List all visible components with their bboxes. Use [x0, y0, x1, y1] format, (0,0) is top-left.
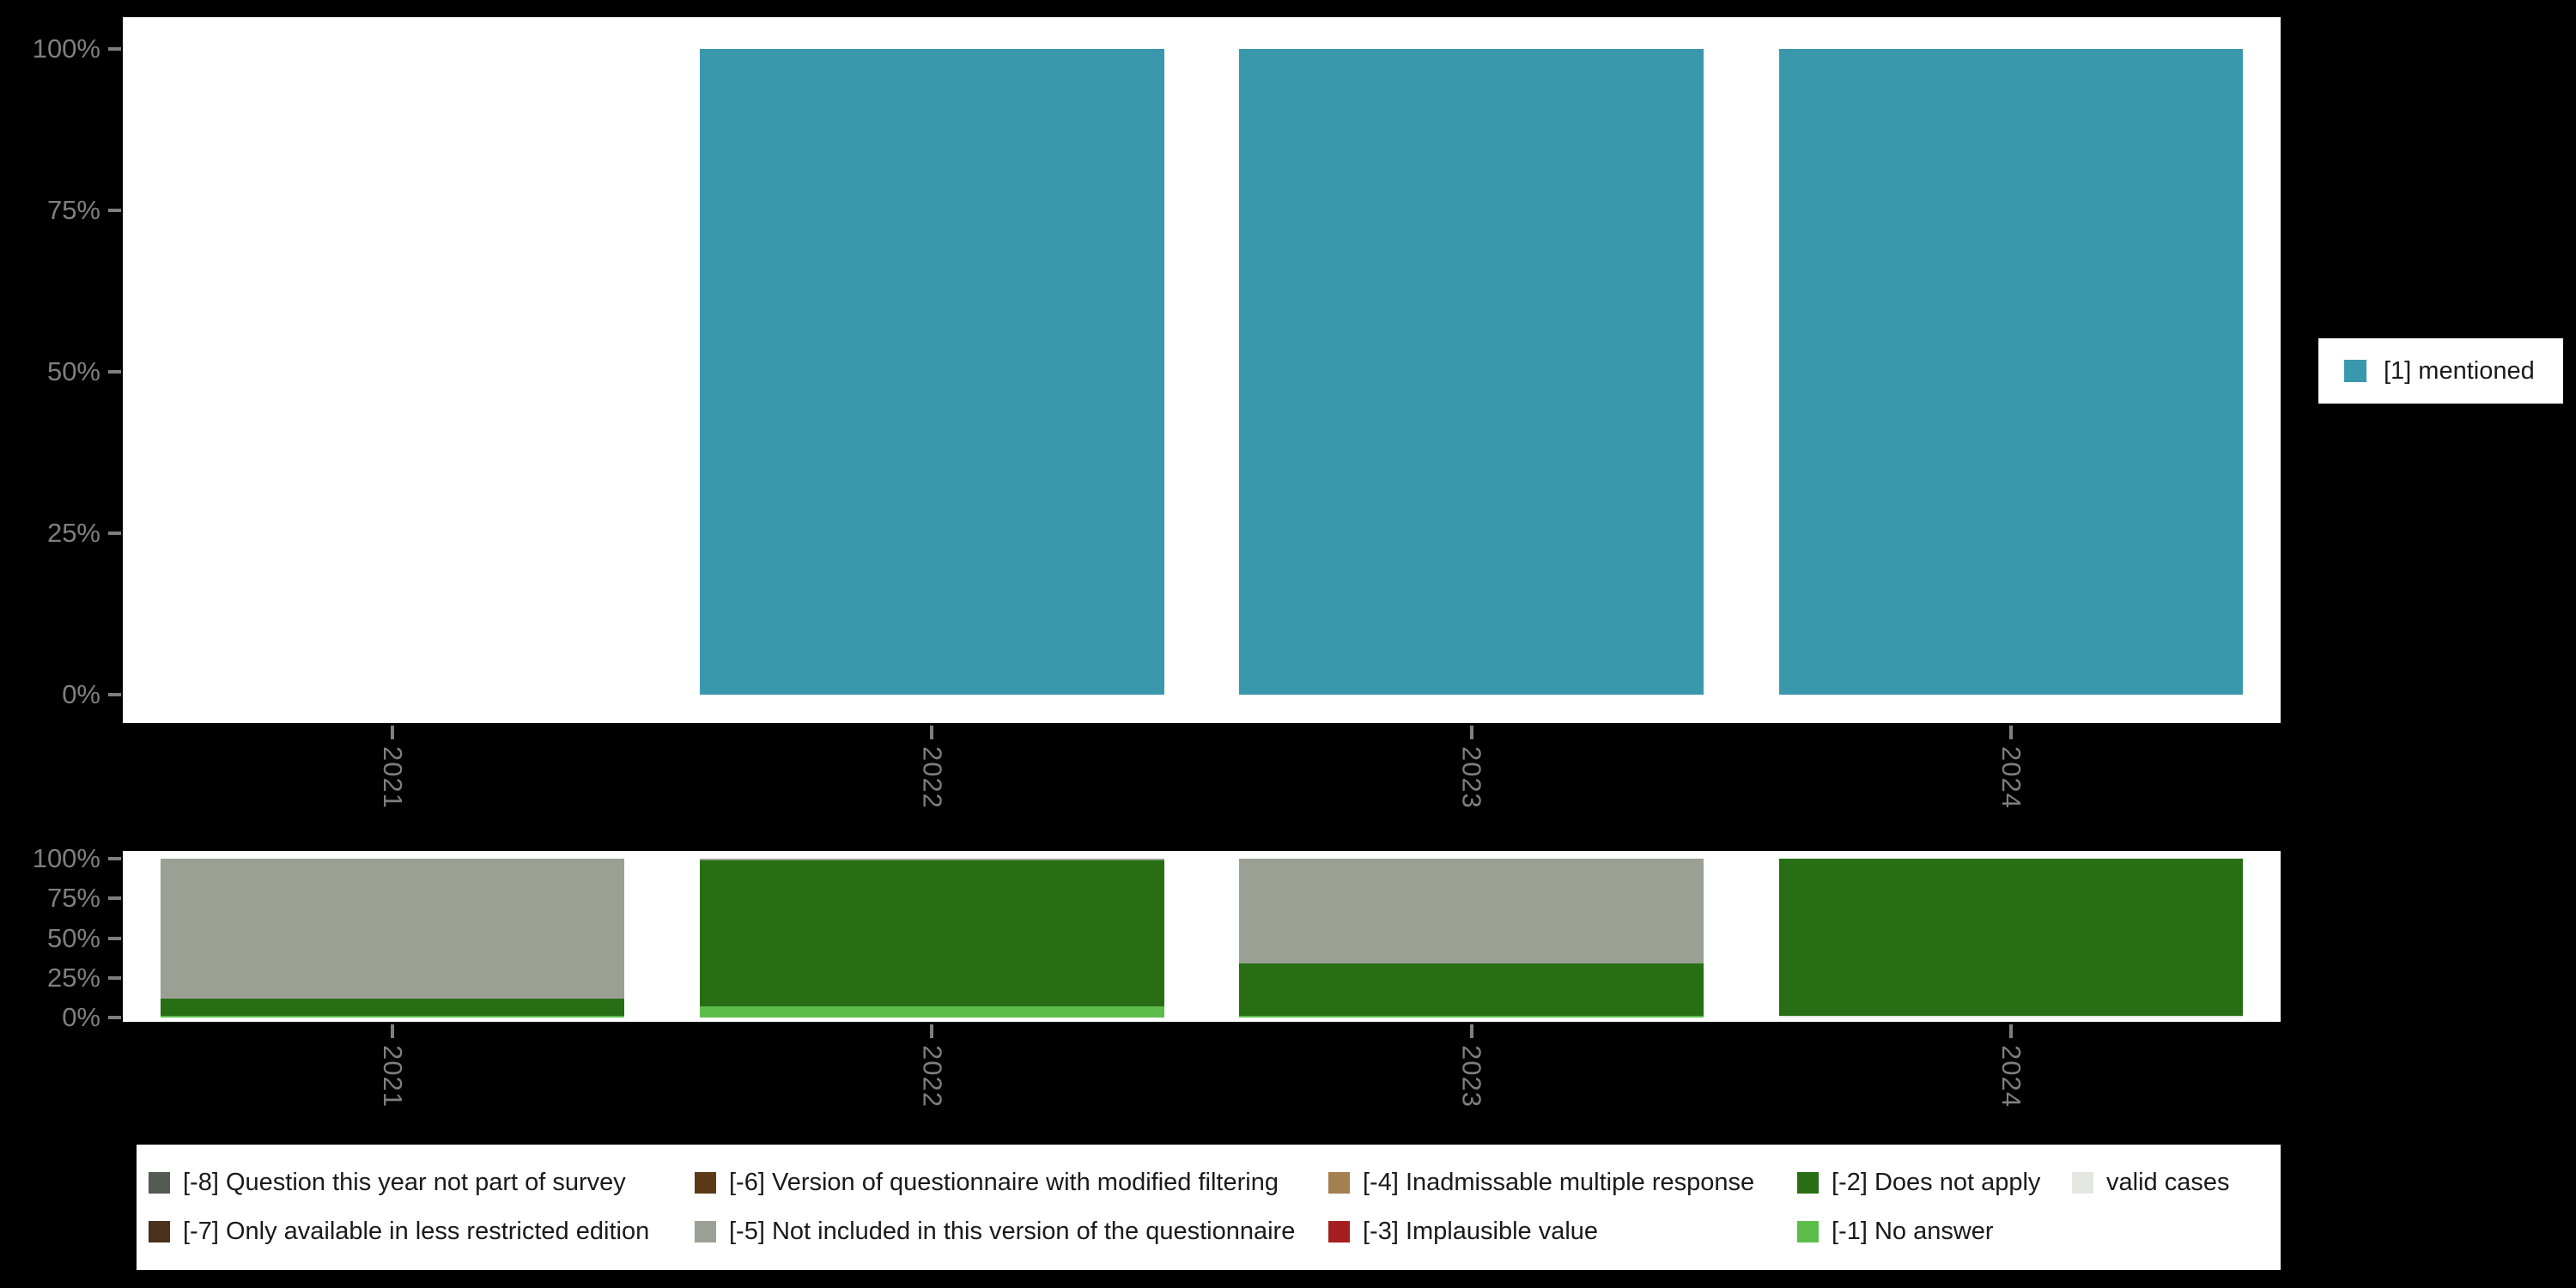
top-chart-panel [123, 17, 2281, 723]
x-tick-mark [930, 726, 933, 739]
top-y-axis: 100%75%50%25%0% [0, 49, 121, 695]
legend-label-valid: valid cases [2106, 1169, 2229, 1197]
stack-slot-2023 [1202, 859, 1741, 1018]
top-x-axis: 2021 2022 2023 2024 [123, 726, 2281, 809]
x-tick-label: 2022 [916, 746, 947, 809]
segment-2023 [1239, 963, 1703, 1016]
x-tick-mark [391, 726, 394, 739]
missing-values-legend: [-8] Question this year not part of surv… [137, 1145, 2281, 1270]
legend-label--2: [-2] Does not apply [1832, 1169, 2040, 1197]
legend-swatch--6 [695, 1172, 716, 1194]
segment-2022 [700, 860, 1163, 1006]
x-tick-mark [930, 1024, 933, 1038]
x-tick-2023: 2023 [1202, 726, 1741, 809]
x-tick-mark [2009, 1024, 2013, 1038]
legend-item--6: [-6] Version of questionnaire with modif… [695, 1169, 1328, 1197]
x-tick-mark [1470, 726, 1473, 739]
variable-report-chart: { "background": "#000000", "panel_color"… [0, 0, 2576, 1288]
legend-swatch--4 [1328, 1172, 1350, 1194]
bottom-chart-panel [123, 851, 2281, 1022]
x-tick-mark [2009, 726, 2013, 739]
stack-slot-2021 [123, 859, 662, 1018]
mentioned-swatch [2344, 360, 2366, 382]
legend-swatch--5 [695, 1221, 716, 1242]
bar-slot-2022 [662, 49, 1201, 695]
legend-label--5: [-5] Not included in this version of the… [729, 1218, 1295, 1246]
top-plot-area [123, 49, 2281, 695]
x-tick-2021: 2021 [123, 726, 662, 809]
mentioned-bar-2024 [1779, 49, 2243, 695]
segment-2021 [161, 999, 624, 1016]
x-tick-2022: 2022 [662, 1024, 1201, 1108]
stack-slot-2022 [662, 859, 1201, 1018]
legend-label--6: [-6] Version of questionnaire with modif… [729, 1169, 1279, 1197]
bar-slot-2023 [1202, 49, 1741, 695]
legend-swatch--2 [1797, 1172, 1819, 1194]
mentioned-bar-2023 [1239, 49, 1703, 695]
legend-swatch-valid [2072, 1172, 2093, 1194]
stack-slot-2024 [1741, 859, 2281, 1018]
legend-swatch--8 [149, 1172, 170, 1194]
x-tick-2024: 2024 [1741, 726, 2281, 809]
y-tick-mark [108, 937, 121, 940]
top-chart-legend: [1] mentioned [2318, 338, 2563, 404]
y-tick-mark [108, 370, 121, 374]
segment-2023 [1239, 859, 1703, 963]
y-tick-mark [108, 896, 121, 900]
segment-2024 [1779, 1016, 2243, 1018]
bottom-plot-area [123, 859, 2281, 1018]
x-tick-label: 2024 [1996, 746, 2026, 809]
y-tick-mark [108, 693, 121, 696]
bottom-y-axis: 100%75%50%25%0% [0, 859, 121, 1018]
x-tick-2024: 2024 [1741, 1024, 2281, 1108]
segment-2021 [161, 859, 624, 999]
legend-item--3: [-3] Implausible value [1328, 1218, 1797, 1246]
stacked-bar-2023 [1239, 859, 1703, 1018]
x-tick-label: 2021 [377, 746, 408, 809]
stacked-bar-2021 [161, 859, 624, 1018]
x-tick-mark [1470, 1024, 1473, 1038]
x-tick-label: 2023 [1456, 1045, 1487, 1108]
legend-item--7: [-7] Only available in less restricted e… [149, 1218, 695, 1246]
y-tick-mark [108, 976, 121, 980]
stacked-bar-2022 [700, 859, 1163, 1018]
y-tick-mark [108, 209, 121, 212]
mentioned-legend-label: [1] mentioned [2384, 357, 2535, 386]
segment-2022 [700, 1006, 1163, 1018]
x-tick-label: 2021 [377, 1045, 408, 1108]
segment-2024 [1779, 859, 2243, 1016]
segment-2021 [161, 1016, 624, 1018]
legend-item--1: [-1] No answer [1797, 1218, 2072, 1246]
legend-label--4: [-4] Inadmissable multiple response [1363, 1169, 1754, 1197]
legend-swatch--3 [1328, 1221, 1350, 1242]
legend-label--8: [-8] Question this year not part of surv… [183, 1169, 626, 1197]
legend-item--5: [-5] Not included in this version of the… [695, 1218, 1328, 1246]
x-tick-label: 2024 [1996, 1045, 2026, 1108]
x-tick-mark [391, 1024, 394, 1038]
bar-slot-2024 [1741, 49, 2281, 695]
legend-swatch--7 [149, 1221, 170, 1242]
bottom-x-axis: 2021 2022 2023 2024 [123, 1024, 2281, 1108]
y-tick-mark [108, 1016, 121, 1019]
legend-label--1: [-1] No answer [1832, 1218, 1994, 1246]
x-tick-label: 2022 [916, 1045, 947, 1108]
segment-2023 [1239, 1016, 1703, 1018]
x-tick-label: 2023 [1456, 746, 1487, 809]
legend-label--3: [-3] Implausible value [1363, 1218, 1598, 1246]
bar-slot-2021 [123, 49, 662, 695]
y-tick-mark [108, 857, 121, 860]
legend-item--4: [-4] Inadmissable multiple response [1328, 1169, 1797, 1197]
x-tick-2022: 2022 [662, 726, 1201, 809]
mentioned-bar-2022 [700, 49, 1163, 695]
x-tick-2021: 2021 [123, 1024, 662, 1108]
legend-swatch--1 [1797, 1221, 1819, 1242]
x-tick-2023: 2023 [1202, 1024, 1741, 1108]
legend-item--2: [-2] Does not apply [1797, 1169, 2072, 1197]
legend-label--7: [-7] Only available in less restricted e… [183, 1218, 649, 1246]
y-tick-mark [108, 47, 121, 51]
y-tick-mark [108, 532, 121, 535]
stacked-bar-2024 [1779, 859, 2243, 1018]
legend-item--8: [-8] Question this year not part of surv… [149, 1169, 695, 1197]
legend-item-valid: valid cases [2072, 1169, 2275, 1197]
